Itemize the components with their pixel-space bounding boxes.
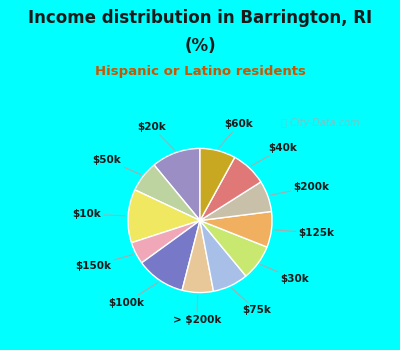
Text: $20k: $20k	[138, 122, 175, 150]
Wedge shape	[182, 220, 214, 293]
Wedge shape	[135, 165, 200, 220]
Wedge shape	[128, 190, 200, 243]
Text: Hispanic or Latino residents: Hispanic or Latino residents	[94, 65, 306, 78]
Text: $30k: $30k	[261, 265, 309, 284]
Text: $150k: $150k	[75, 254, 133, 271]
Wedge shape	[142, 220, 200, 290]
Text: > $200k: > $200k	[173, 295, 221, 325]
Text: ⓘ City-Data.com: ⓘ City-Data.com	[281, 118, 359, 128]
Wedge shape	[200, 158, 261, 220]
Text: $40k: $40k	[251, 143, 297, 166]
Text: (%): (%)	[184, 37, 216, 55]
Wedge shape	[200, 220, 267, 276]
Wedge shape	[200, 182, 272, 220]
Text: $125k: $125k	[274, 228, 335, 238]
Wedge shape	[200, 211, 272, 247]
Text: $60k: $60k	[219, 119, 254, 148]
Text: $100k: $100k	[108, 282, 158, 308]
Text: $10k: $10k	[72, 209, 125, 219]
Text: $75k: $75k	[232, 288, 271, 315]
Wedge shape	[200, 220, 246, 291]
Text: $50k: $50k	[93, 155, 141, 175]
Wedge shape	[154, 148, 200, 220]
Text: $200k: $200k	[270, 182, 330, 195]
Wedge shape	[132, 220, 200, 263]
Text: Income distribution in Barrington, RI: Income distribution in Barrington, RI	[28, 9, 372, 27]
Wedge shape	[200, 148, 235, 220]
